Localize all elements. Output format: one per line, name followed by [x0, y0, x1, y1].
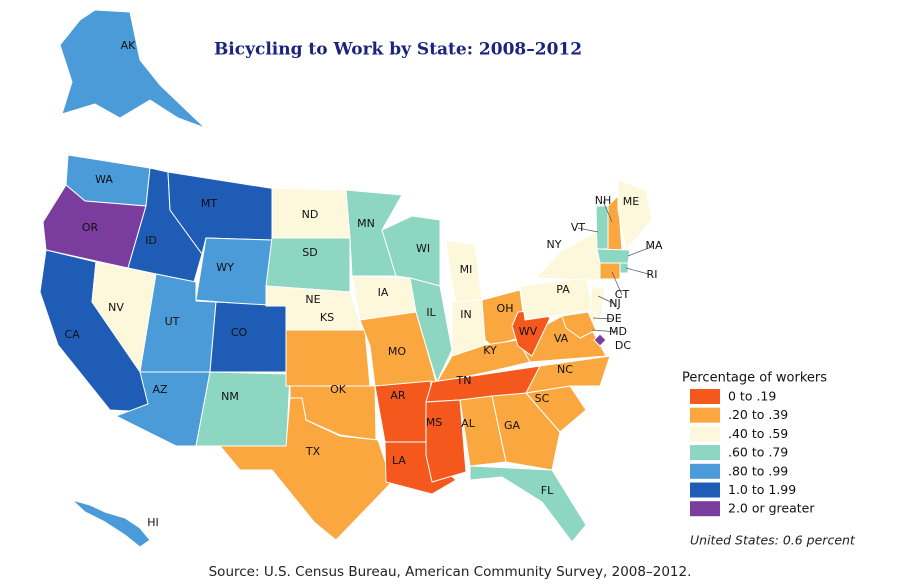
map-title: Bicycling to Work by State: 2008–2012 — [214, 40, 582, 60]
state-shape — [596, 248, 631, 264]
state-label: NE — [305, 293, 320, 306]
legend-swatch — [690, 426, 720, 442]
state-label: TN — [456, 374, 472, 387]
leader-line — [602, 200, 613, 223]
leader-line — [577, 227, 599, 233]
state-label: MS — [426, 416, 442, 429]
leader-line — [591, 329, 619, 333]
state-shape — [561, 311, 597, 339]
state-label: AZ — [152, 383, 168, 396]
state-label: MN — [357, 217, 375, 230]
legend-label: .40 to .59 — [728, 426, 788, 441]
state-label: CT — [615, 288, 630, 301]
legend-label: 2.0 or greater — [728, 501, 815, 516]
state-label: OK — [330, 383, 347, 396]
legend-swatch — [690, 463, 720, 479]
note: United States: 0.6 percent — [690, 533, 856, 548]
state-label: AK — [121, 39, 137, 52]
state-shape — [219, 397, 393, 541]
leader-line — [597, 295, 616, 305]
state-label: TX — [305, 445, 321, 458]
state-shape — [71, 499, 151, 548]
state-shape — [593, 333, 607, 347]
state-label: MT — [201, 197, 217, 210]
legend-swatch — [690, 445, 720, 461]
legend-label: .80 to .99 — [728, 463, 788, 478]
state-shape — [617, 179, 653, 251]
state-shape — [491, 392, 561, 471]
state-label: HI — [147, 516, 159, 529]
state-shape — [425, 399, 467, 483]
state-label: ME — [623, 195, 639, 208]
state-shape — [525, 355, 611, 394]
state-label: ID — [145, 234, 157, 247]
state-shape — [209, 301, 287, 373]
state-shape — [59, 9, 206, 129]
state-label: WA — [95, 173, 113, 186]
leader-line — [627, 245, 655, 257]
state-label: NV — [108, 301, 124, 314]
legend-swatch — [690, 501, 720, 517]
legend-label: 1.0 to 1.99 — [728, 482, 796, 497]
state-label: LA — [392, 454, 406, 467]
state-label: DE — [606, 312, 621, 325]
legend-swatch — [690, 482, 720, 498]
state-shape — [469, 465, 587, 543]
state-label: VT — [571, 221, 586, 234]
state-label: SC — [535, 392, 550, 405]
state-label: MA — [645, 239, 662, 252]
state-label: IN — [460, 308, 471, 321]
state-shape — [595, 205, 609, 250]
state-label: FL — [541, 484, 554, 497]
state-label: VA — [554, 332, 569, 345]
state-shape — [599, 262, 621, 280]
state-label: MO — [388, 345, 406, 358]
state-label: MI — [460, 263, 473, 276]
state-label: AL — [461, 417, 476, 430]
source: Source: U.S. Census Bureau, American Com… — [209, 564, 692, 580]
state-label: IL — [426, 306, 436, 319]
state-shape — [285, 329, 371, 387]
state-label: RI — [647, 268, 658, 281]
state-shape — [195, 371, 291, 456]
leader-line — [611, 271, 623, 296]
state-label: UT — [165, 315, 180, 328]
state-shape — [195, 237, 273, 307]
state-label: CO — [231, 326, 248, 339]
legend-title: Percentage of workers — [682, 371, 827, 386]
state-label: ND — [302, 208, 319, 221]
state-label: NJ — [609, 297, 620, 310]
state-label: WV — [519, 325, 538, 338]
state-label: CA — [64, 328, 80, 341]
state-label: NM — [221, 390, 239, 403]
state-label: NC — [557, 363, 573, 376]
state-label: AR — [390, 389, 406, 402]
state-label: OR — [82, 221, 99, 234]
state-label: KY — [483, 344, 497, 357]
leader-line — [592, 317, 615, 320]
state-label: DC — [615, 339, 631, 352]
state-label: GA — [504, 419, 521, 432]
state-label: OH — [497, 302, 514, 315]
state-label: SD — [302, 246, 317, 259]
state-label: NY — [547, 238, 562, 251]
state-label: WI — [416, 242, 430, 255]
legend: 0 to .19 .20 to .39 .40 to .59 .60 to .79 .8… — [690, 389, 815, 517]
legend-label: .60 to .79 — [728, 445, 788, 460]
state-label: KS — [320, 311, 334, 324]
legend-swatch — [690, 407, 720, 423]
legend-label: 0 to .19 — [728, 389, 776, 404]
state-label: MD — [609, 325, 627, 338]
state-label: NH — [595, 194, 612, 207]
state-label: PA — [556, 283, 570, 296]
leader-line — [625, 267, 653, 276]
legend-label: .20 to .39 — [728, 407, 788, 422]
state-label: WY — [216, 261, 234, 274]
legend-swatch — [690, 389, 720, 404]
state-label: IA — [378, 286, 389, 299]
